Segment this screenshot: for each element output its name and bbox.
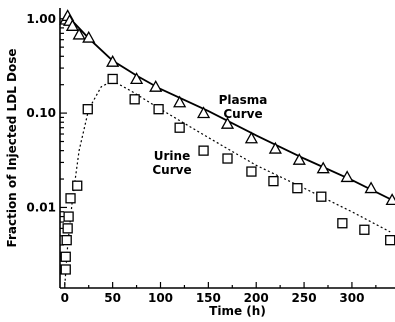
y-tick-label: 0.10 bbox=[26, 106, 56, 120]
plasma-point bbox=[65, 19, 80, 31]
x-tick-label: 200 bbox=[244, 291, 269, 305]
tick-group: 0 50 100 150 200 250 300 1.00 0.10 0.01 bbox=[26, 12, 377, 305]
urine-curve-label: Curve bbox=[152, 163, 191, 177]
urine-point bbox=[129, 94, 140, 105]
urine-point bbox=[107, 73, 118, 85]
urine-point bbox=[60, 251, 71, 262]
urine-curve-label: Urine bbox=[154, 149, 190, 163]
axes bbox=[59, 8, 395, 289]
urine-point bbox=[61, 235, 72, 246]
plasma-curve-label: Plasma bbox=[219, 93, 268, 107]
plasma-point bbox=[220, 116, 235, 129]
plasma-point bbox=[106, 54, 120, 67]
data-markers bbox=[59, 9, 395, 275]
urine-point bbox=[65, 193, 76, 204]
plasma-curve-label: Curve bbox=[223, 107, 262, 121]
x-tick-label: 100 bbox=[148, 291, 173, 305]
urine-point bbox=[82, 104, 93, 115]
plasma-point bbox=[340, 170, 354, 183]
plasma-point bbox=[385, 193, 395, 206]
x-tick-label: 300 bbox=[339, 291, 364, 305]
y-tick-label: 0.01 bbox=[26, 200, 56, 214]
fit-curves bbox=[64, 14, 393, 286]
urine-point bbox=[292, 183, 303, 194]
plasma-point bbox=[149, 79, 163, 92]
urine-point bbox=[359, 224, 370, 235]
plasma-point bbox=[292, 152, 306, 165]
plasma-point bbox=[364, 181, 378, 194]
urine-point bbox=[63, 211, 74, 222]
urine-point bbox=[62, 223, 73, 234]
urine-point bbox=[174, 122, 185, 133]
x-tick-label: 250 bbox=[292, 291, 317, 305]
urine-point bbox=[222, 153, 233, 164]
x-axis-title: Time (h) bbox=[209, 304, 266, 318]
y-tick-label: 1.00 bbox=[26, 12, 56, 26]
x-tick-label: 150 bbox=[196, 291, 221, 305]
urine-point bbox=[268, 175, 279, 187]
plasma-point bbox=[196, 106, 211, 119]
urine-point bbox=[385, 235, 395, 246]
urine-point bbox=[60, 264, 71, 275]
urine-point bbox=[246, 166, 257, 177]
x-tick-label: 0 bbox=[61, 291, 69, 305]
x-tick-label: 50 bbox=[104, 291, 121, 305]
y-axis-title: Fraction of Injected LDL Dose bbox=[5, 49, 19, 248]
plasma-point bbox=[316, 161, 330, 174]
plasma-point bbox=[72, 27, 86, 40]
urine-point bbox=[316, 191, 327, 202]
urine-point bbox=[337, 218, 348, 229]
plasma-point bbox=[129, 72, 144, 85]
plasma-point bbox=[244, 131, 259, 144]
plasma-point bbox=[173, 95, 187, 108]
urine-point bbox=[198, 145, 209, 156]
urine-point bbox=[72, 180, 83, 191]
urine-point bbox=[153, 104, 164, 115]
plasma-point bbox=[268, 141, 282, 154]
plasma-point bbox=[82, 30, 96, 43]
